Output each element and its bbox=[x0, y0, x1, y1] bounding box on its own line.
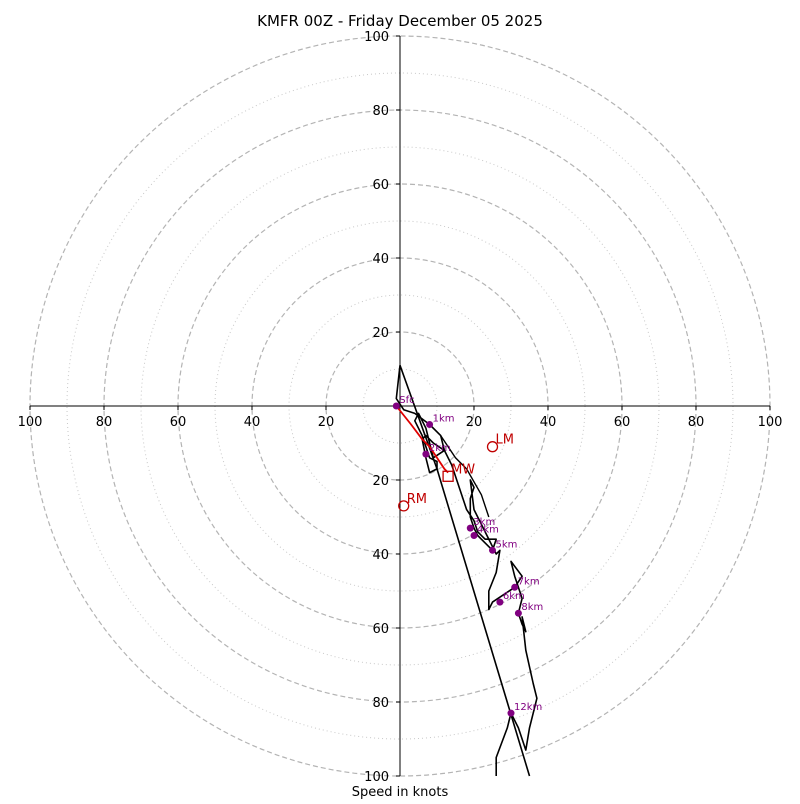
height-label: 4km bbox=[477, 525, 499, 536]
tick-labels: 100 80 60 40 20 20 40 60 80 100 100 80 60 40 20 20 40 60 8… bbox=[18, 30, 783, 785]
y-tick-label: 100 bbox=[364, 770, 389, 785]
x-tick-label: 40 bbox=[244, 415, 261, 430]
hodograph-trace bbox=[395, 365, 538, 776]
x-tick-label: 40 bbox=[540, 415, 557, 430]
height-label: 2km bbox=[429, 443, 451, 454]
left-mover-label: LM bbox=[496, 433, 514, 448]
hodograph-series bbox=[395, 365, 538, 777]
height-marker bbox=[507, 709, 515, 717]
height-label: 5km bbox=[496, 539, 518, 550]
y-tick-label: 20 bbox=[372, 474, 389, 489]
y-tick-label: 80 bbox=[372, 104, 389, 119]
height-label: Sfc bbox=[399, 395, 414, 406]
height-marker bbox=[392, 402, 400, 410]
x-tick-label: 60 bbox=[170, 415, 187, 430]
x-axis-label: Speed in knots bbox=[352, 785, 449, 800]
hodograph-trace-mid bbox=[440, 435, 490, 518]
left-mover-marker bbox=[486, 441, 499, 453]
height-marker bbox=[489, 546, 496, 554]
storm-motion-markers: LM MW RM bbox=[398, 433, 514, 512]
x-tick-label: 20 bbox=[466, 415, 483, 430]
y-tick-label: 100 bbox=[364, 30, 389, 45]
y-tick-label: 60 bbox=[372, 622, 389, 637]
x-tick-label: 80 bbox=[96, 415, 113, 430]
height-marker bbox=[470, 532, 478, 539]
height-marker bbox=[514, 609, 522, 617]
height-marker bbox=[422, 450, 430, 458]
mean-wind-label: MW bbox=[451, 462, 475, 477]
y-tick-label: 80 bbox=[372, 696, 389, 711]
height-marker bbox=[466, 524, 474, 532]
x-tick-label: 100 bbox=[18, 415, 43, 430]
y-tick-label: 20 bbox=[372, 326, 389, 341]
chart-title: KMFR 00Z - Friday December 05 2025 bbox=[257, 12, 543, 30]
height-label: 7km bbox=[518, 576, 540, 587]
right-mover-label: RM bbox=[407, 492, 427, 507]
low-level-trace bbox=[395, 405, 449, 474]
y-tick-label: 40 bbox=[372, 548, 389, 563]
height-marker bbox=[511, 583, 519, 591]
height-label: 3km bbox=[473, 517, 495, 528]
height-label: 6km bbox=[503, 591, 525, 602]
height-label: 8km bbox=[521, 602, 543, 613]
height-marker bbox=[426, 421, 434, 428]
y-tick-label: 40 bbox=[372, 252, 389, 267]
mean-wind-marker bbox=[442, 470, 454, 482]
x-tick-label: 20 bbox=[318, 415, 335, 430]
height-marker bbox=[496, 598, 504, 606]
x-tick-label: 60 bbox=[614, 415, 631, 430]
height-label: 1km bbox=[433, 414, 455, 425]
right-mover-marker bbox=[398, 500, 410, 512]
axes bbox=[30, 36, 770, 776]
x-tick-label: 80 bbox=[688, 415, 705, 430]
x-tick-label: 100 bbox=[758, 415, 783, 430]
y-tick-label: 60 bbox=[372, 178, 389, 193]
height-label: 12km bbox=[514, 702, 542, 713]
